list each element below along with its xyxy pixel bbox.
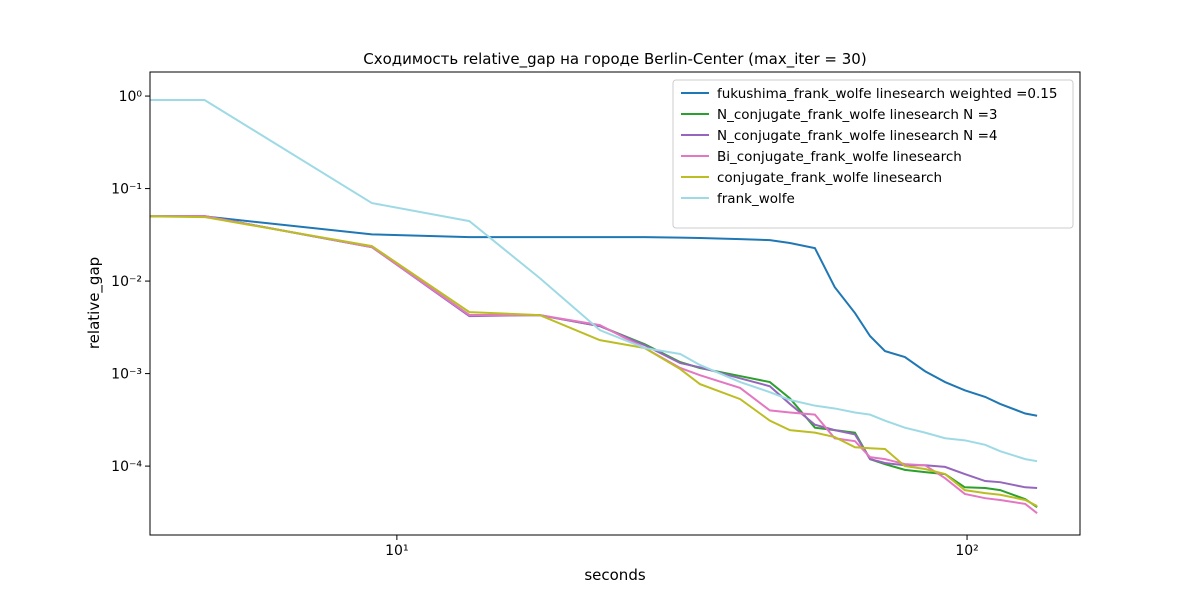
y-tick-label: 10⁻¹ <box>111 182 142 198</box>
y-tick-label: 10⁻³ <box>111 367 142 383</box>
legend-label: Bi_conjugate_frank_wolfe linesearch <box>717 149 962 165</box>
y-axis-label: relative_gap <box>85 257 104 349</box>
y-tick-label: 10⁰ <box>119 89 143 105</box>
series-line <box>150 215 1038 514</box>
legend-box <box>672 79 1074 229</box>
plot-frame <box>149 71 1081 536</box>
chart-title: Сходимость relative_gap на городе Berlin… <box>363 50 866 69</box>
legend-label: frank_wolfe <box>717 191 795 207</box>
series-line <box>150 215 1038 507</box>
y-tick-label: 10⁻⁴ <box>111 459 142 475</box>
legend-label: fukushima_frank_wolfe linesearch weighte… <box>717 86 1057 102</box>
series-line <box>150 99 1038 463</box>
x-tick-label: 10¹ <box>385 543 408 559</box>
legend-label: N_conjugate_frank_wolfe linesearch N =3 <box>717 107 997 123</box>
x-tick-label: 10² <box>955 543 978 559</box>
legend-label: conjugate_frank_wolfe linesearch <box>717 170 942 186</box>
series-line <box>150 215 1038 417</box>
series-line <box>150 215 1038 489</box>
x-axis-label: seconds <box>584 566 645 584</box>
y-tick-label: 10⁻² <box>111 274 142 290</box>
legend-label: N_conjugate_frank_wolfe linesearch N =4 <box>717 128 997 144</box>
